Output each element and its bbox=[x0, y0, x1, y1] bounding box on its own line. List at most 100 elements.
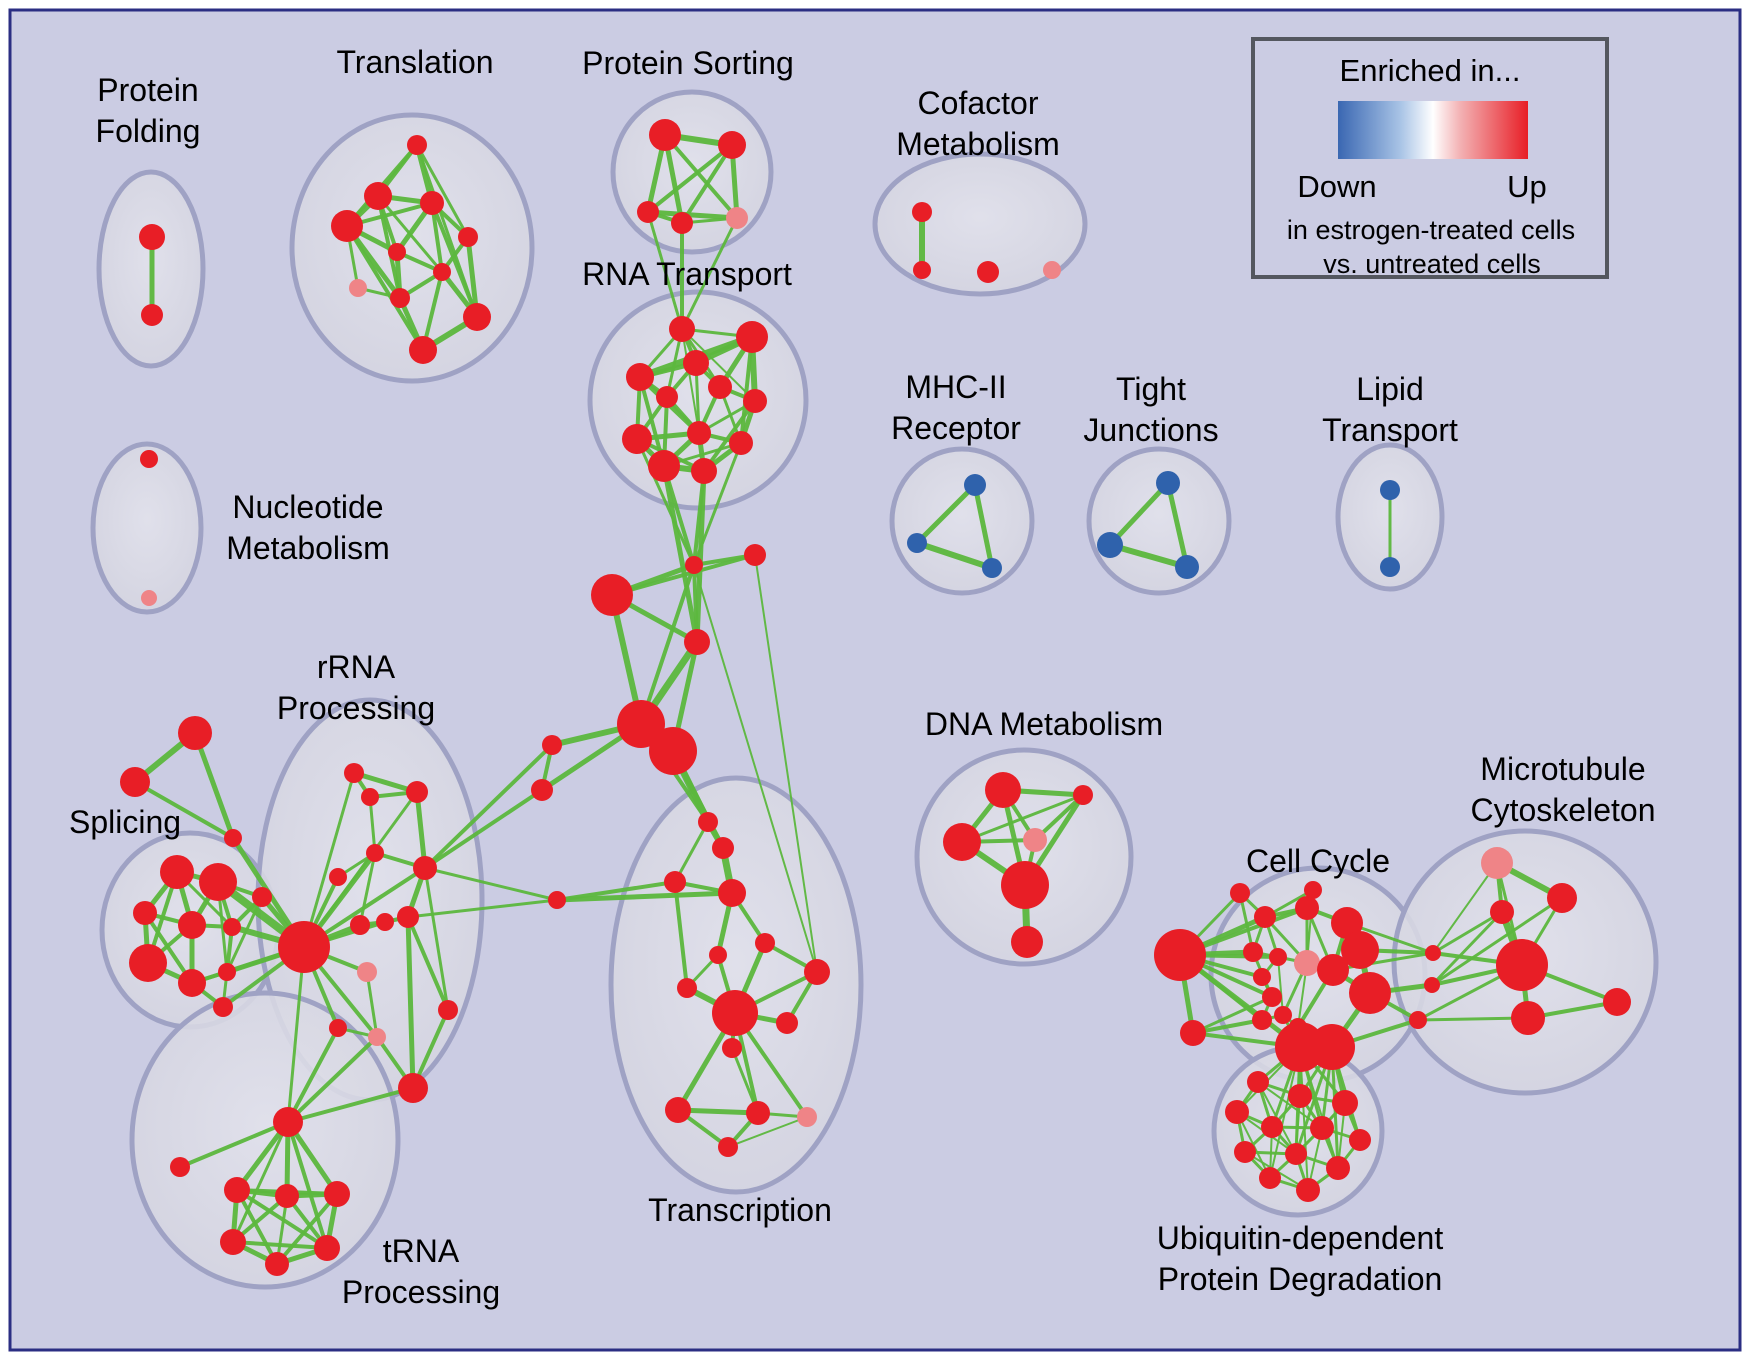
node-red-upregulated bbox=[985, 772, 1021, 808]
edge bbox=[673, 820, 710, 884]
node-red-upregulated bbox=[376, 913, 394, 931]
node-red-upregulated bbox=[804, 959, 830, 985]
node-red-upregulated bbox=[1261, 1116, 1283, 1138]
cluster-label-nucleotide-metabolism: Nucleotide Metabolism bbox=[226, 489, 390, 566]
edge bbox=[1416, 1016, 1530, 1022]
edge bbox=[914, 482, 978, 546]
legend-down-label: Down bbox=[1297, 169, 1376, 204]
node-red-upregulated bbox=[1310, 1116, 1334, 1140]
cluster-ellipse-protein-sorting bbox=[610, 89, 774, 255]
node-red-upregulated bbox=[691, 458, 717, 484]
edge bbox=[680, 143, 734, 225]
edge bbox=[554, 890, 735, 903]
edge bbox=[663, 133, 739, 220]
edge bbox=[1107, 480, 1171, 548]
node-blue-downregulated bbox=[1097, 532, 1123, 558]
cluster-label-translation: Translation bbox=[336, 44, 493, 80]
node-red-upregulated bbox=[1275, 1022, 1325, 1072]
node-red-upregulated bbox=[746, 1101, 770, 1125]
node-red-upregulated bbox=[913, 261, 931, 279]
node-red-upregulated bbox=[344, 763, 364, 783]
legend-title: Enriched in... bbox=[1340, 53, 1521, 88]
edge bbox=[681, 328, 700, 434]
node-red-upregulated bbox=[1259, 1167, 1281, 1189]
node-red-upregulated bbox=[1001, 861, 1049, 909]
edge bbox=[1430, 896, 1564, 987]
node-red-upregulated bbox=[273, 1107, 303, 1137]
node-red-upregulated bbox=[406, 781, 428, 803]
node-red-upregulated bbox=[314, 1235, 340, 1261]
node-red-upregulated bbox=[1317, 954, 1349, 986]
node-red-upregulated bbox=[1341, 931, 1379, 969]
edge bbox=[692, 441, 743, 567]
node-red-upregulated bbox=[1309, 1024, 1355, 1070]
node-red-upregulated bbox=[718, 131, 746, 159]
node-pink-weak-up bbox=[349, 279, 367, 297]
edge bbox=[414, 789, 428, 871]
node-red-upregulated bbox=[397, 906, 419, 928]
edge bbox=[680, 216, 739, 331]
node-blue-downregulated bbox=[964, 474, 986, 496]
cluster-ellipse-nucleotide-metabolism bbox=[90, 441, 204, 615]
cluster-label-cofactor-metabolism: Cofactor Metabolism bbox=[896, 85, 1060, 162]
node-red-upregulated bbox=[178, 911, 206, 939]
edge bbox=[143, 911, 194, 985]
node-red-upregulated bbox=[420, 191, 444, 215]
node-red-upregulated bbox=[665, 1097, 691, 1123]
cluster-ellipse-translation bbox=[289, 112, 535, 384]
cluster-label-protein-sorting: Protein Sorting bbox=[582, 45, 794, 81]
edge bbox=[754, 554, 818, 973]
node-red-upregulated bbox=[1262, 987, 1282, 1007]
node-red-upregulated bbox=[409, 336, 437, 364]
node-red-upregulated bbox=[531, 779, 553, 801]
node-red-upregulated bbox=[622, 424, 652, 454]
node-red-upregulated bbox=[718, 879, 746, 907]
node-red-upregulated bbox=[626, 363, 654, 391]
cluster-label-layer: Protein Folding Translation Protein Sorting… bbox=[69, 44, 1656, 1310]
node-red-upregulated bbox=[1424, 977, 1440, 993]
edge bbox=[302, 771, 356, 949]
node-red-upregulated bbox=[1180, 1020, 1206, 1046]
edge bbox=[423, 866, 450, 1012]
edge bbox=[1430, 910, 1504, 987]
node-pink-weak-up bbox=[1294, 950, 1320, 976]
edge bbox=[1238, 891, 1255, 954]
edge bbox=[1165, 480, 1190, 570]
node-red-upregulated bbox=[542, 735, 562, 755]
node-red-upregulated bbox=[685, 556, 703, 574]
node-red-upregulated bbox=[1073, 785, 1093, 805]
legend-gradient-bar bbox=[1338, 101, 1528, 159]
node-red-upregulated bbox=[324, 1181, 350, 1207]
node-red-upregulated bbox=[223, 918, 241, 936]
node-red-upregulated bbox=[677, 978, 697, 998]
node-red-upregulated bbox=[129, 944, 167, 982]
edge bbox=[231, 1120, 290, 1244]
node-red-upregulated bbox=[1225, 1100, 1249, 1124]
edge bbox=[178, 1120, 290, 1169]
edge bbox=[133, 780, 235, 840]
node-layer bbox=[120, 119, 1631, 1276]
cluster-label-ubiquitin-degradation: Ubiquitin-dependent Protein Degradation bbox=[1157, 1220, 1444, 1297]
node-red-upregulated bbox=[141, 304, 163, 326]
edge bbox=[675, 1107, 761, 1116]
cluster-label-dna-metabolism: DNA Metabolism bbox=[925, 706, 1163, 742]
edge bbox=[286, 1026, 340, 1124]
edge bbox=[423, 866, 559, 902]
legend-up-label: Up bbox=[1507, 169, 1547, 204]
edge bbox=[972, 482, 995, 571]
node-red-upregulated bbox=[433, 263, 451, 281]
node-blue-downregulated bbox=[1380, 557, 1400, 577]
node-pink-weak-up bbox=[357, 962, 377, 982]
node-red-upregulated bbox=[1254, 906, 1276, 928]
edge bbox=[368, 795, 377, 855]
node-red-upregulated bbox=[413, 856, 437, 880]
node-red-upregulated bbox=[671, 212, 693, 234]
cluster-ellipse-transcription bbox=[608, 775, 864, 1195]
edge bbox=[406, 898, 559, 919]
node-red-upregulated bbox=[1154, 929, 1206, 981]
node-red-upregulated bbox=[224, 829, 242, 847]
node-red-upregulated bbox=[712, 837, 734, 859]
node-red-upregulated bbox=[648, 450, 680, 482]
node-red-upregulated bbox=[329, 868, 347, 886]
